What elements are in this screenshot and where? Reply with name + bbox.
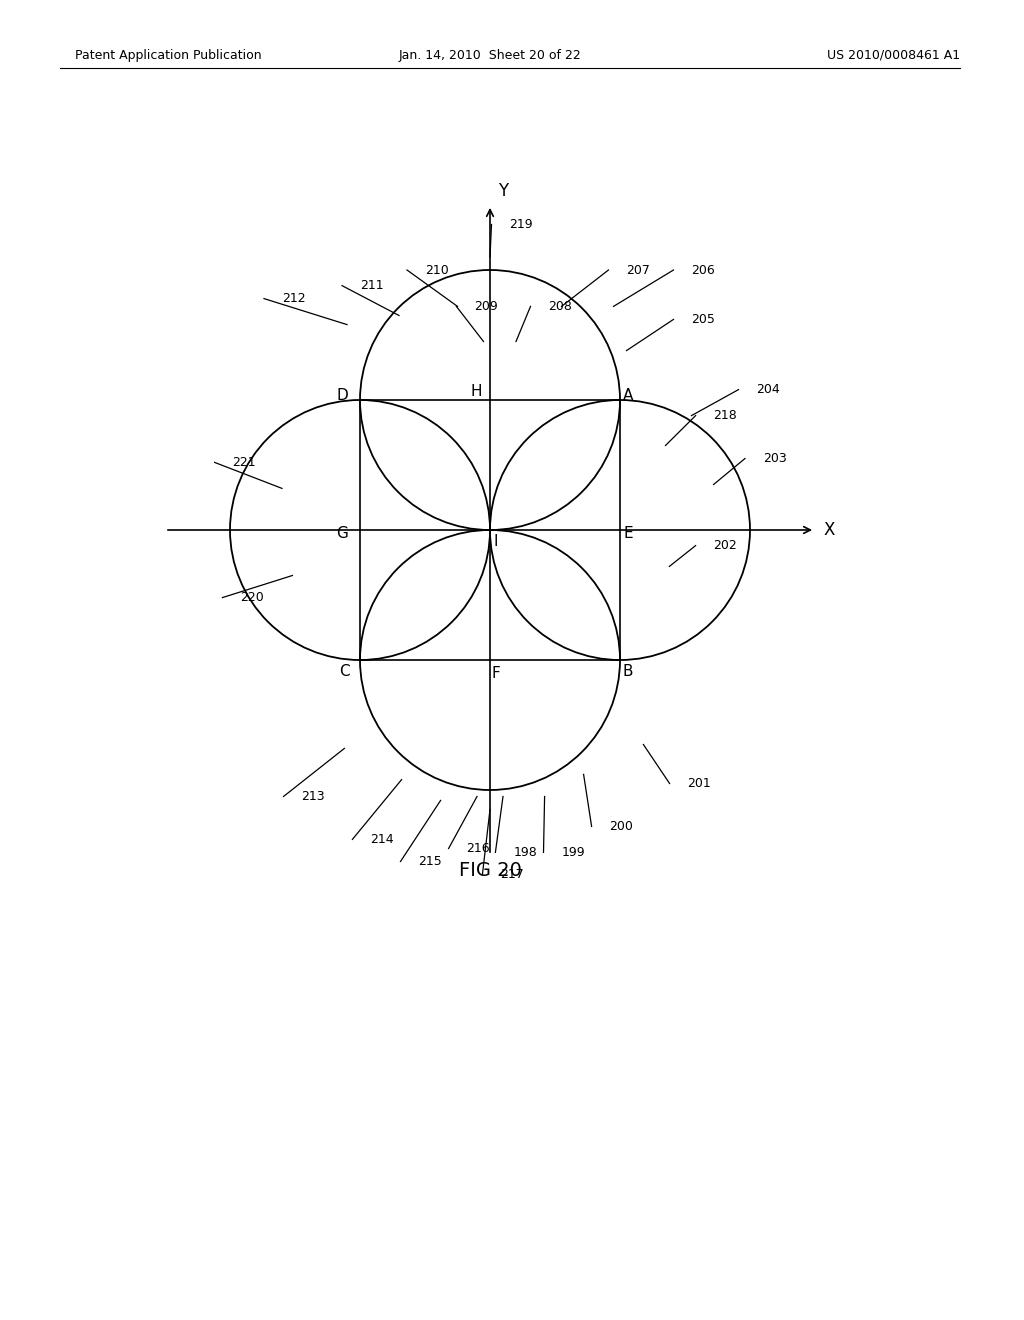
Text: A: A <box>623 388 633 404</box>
Text: 217: 217 <box>501 869 524 880</box>
Text: 211: 211 <box>360 279 384 292</box>
Text: Y: Y <box>498 182 508 201</box>
Text: X: X <box>823 521 835 539</box>
Text: 218: 218 <box>714 409 737 422</box>
Text: 204: 204 <box>757 383 780 396</box>
Text: 209: 209 <box>474 300 498 313</box>
Text: 207: 207 <box>627 264 650 276</box>
Text: F: F <box>492 667 501 681</box>
Text: 208: 208 <box>549 300 572 313</box>
Text: C: C <box>339 664 349 680</box>
Text: I: I <box>494 535 499 549</box>
Text: 213: 213 <box>301 789 326 803</box>
Text: 199: 199 <box>561 846 585 859</box>
Text: H: H <box>470 384 481 400</box>
Text: 203: 203 <box>763 451 786 465</box>
Text: 210: 210 <box>425 264 449 276</box>
Text: 220: 220 <box>241 591 264 605</box>
Text: B: B <box>623 664 633 680</box>
Text: G: G <box>336 527 348 541</box>
Text: 200: 200 <box>609 820 634 833</box>
Text: 221: 221 <box>232 455 256 469</box>
Text: 198: 198 <box>513 846 538 859</box>
Text: 214: 214 <box>371 833 394 846</box>
Text: 215: 215 <box>419 855 442 869</box>
Text: Patent Application Publication: Patent Application Publication <box>75 49 261 62</box>
Text: E: E <box>624 527 633 541</box>
Text: D: D <box>336 388 348 404</box>
Text: 202: 202 <box>714 539 737 552</box>
Text: FIG 20: FIG 20 <box>459 861 521 880</box>
Text: 212: 212 <box>282 292 305 305</box>
Text: Jan. 14, 2010  Sheet 20 of 22: Jan. 14, 2010 Sheet 20 of 22 <box>398 49 582 62</box>
Text: 216: 216 <box>467 842 490 855</box>
Text: 205: 205 <box>691 313 716 326</box>
Text: 219: 219 <box>510 218 534 231</box>
Text: 206: 206 <box>691 264 715 276</box>
Text: 201: 201 <box>687 777 712 789</box>
Text: US 2010/0008461 A1: US 2010/0008461 A1 <box>826 49 961 62</box>
